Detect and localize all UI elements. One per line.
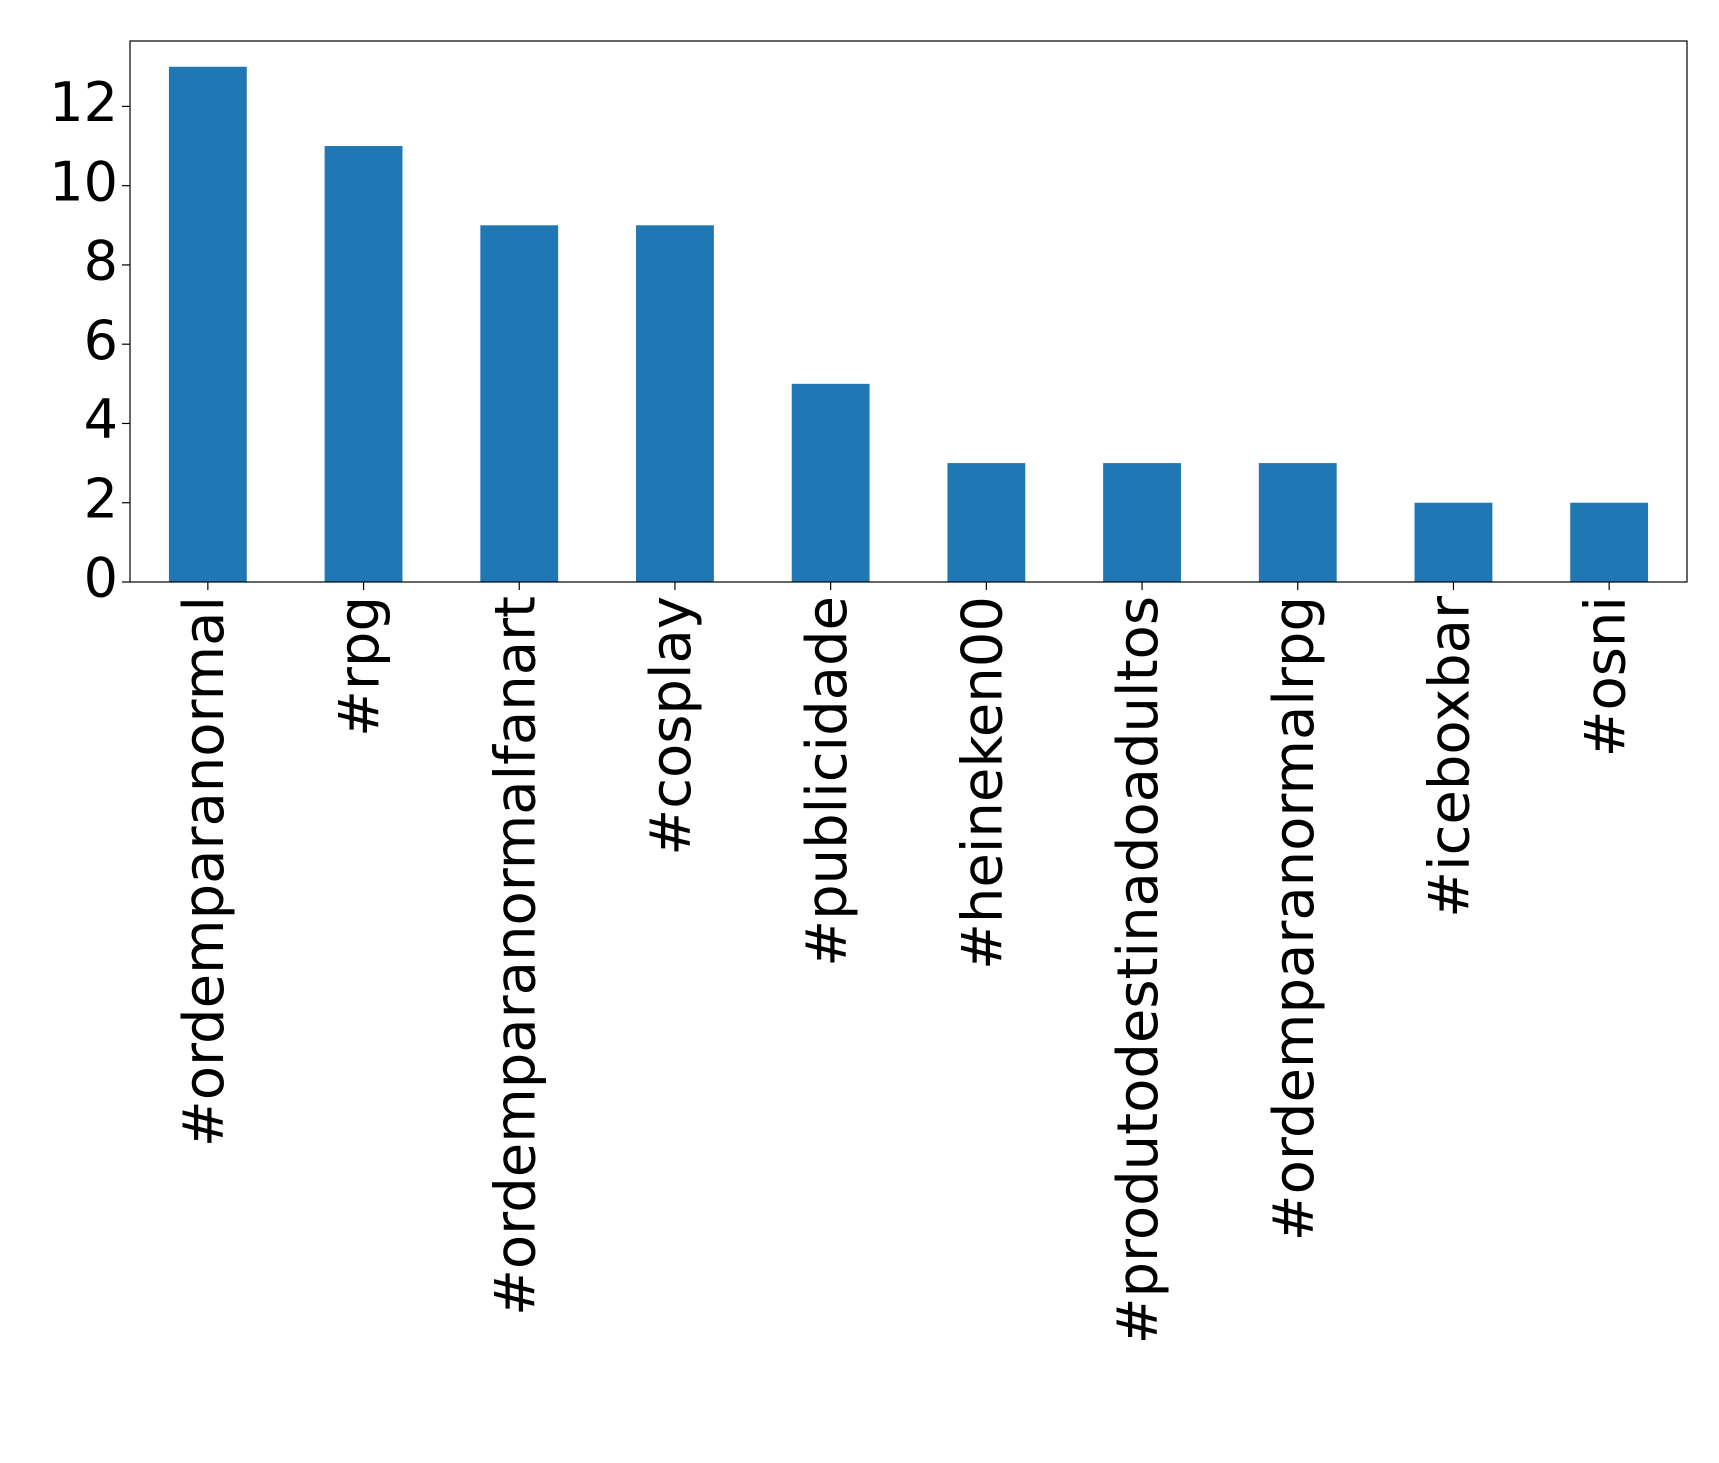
bar bbox=[480, 225, 559, 583]
y-tick-label: 4 bbox=[84, 388, 118, 451]
bar bbox=[168, 66, 247, 582]
x-tick-label: #ordemparanormalfanart bbox=[483, 596, 548, 1316]
x-tick-label: #produtodestinadoadultos bbox=[1106, 596, 1171, 1344]
y-tick-label: 10 bbox=[49, 150, 118, 213]
y-tick-label: 2 bbox=[84, 467, 118, 530]
x-tick-label: #ordemparanormalrpg bbox=[1262, 596, 1327, 1241]
y-tick-label: 8 bbox=[84, 230, 118, 293]
y-tick-label: 6 bbox=[84, 309, 118, 372]
bar bbox=[1570, 502, 1649, 582]
bar bbox=[791, 383, 870, 582]
x-tick-label: #osni bbox=[1573, 596, 1638, 757]
x-tick-label: #publicidade bbox=[795, 596, 860, 967]
x-tick-label: #ordemparanormal bbox=[172, 596, 237, 1147]
y-tick-label: 12 bbox=[49, 71, 118, 134]
plot-frame bbox=[129, 40, 1688, 583]
x-tick-label: #heineken00 bbox=[950, 596, 1015, 970]
bar bbox=[1258, 463, 1337, 582]
y-tick-label: 0 bbox=[84, 547, 118, 610]
x-tick-label: #rpg bbox=[328, 596, 393, 737]
x-tick-label: #cosplay bbox=[639, 596, 704, 856]
bar bbox=[947, 463, 1026, 582]
bar bbox=[1414, 502, 1493, 582]
bar bbox=[324, 146, 403, 582]
bar bbox=[1103, 463, 1181, 582]
x-tick-label: #iceboxbar bbox=[1418, 595, 1483, 918]
bar bbox=[636, 225, 714, 583]
